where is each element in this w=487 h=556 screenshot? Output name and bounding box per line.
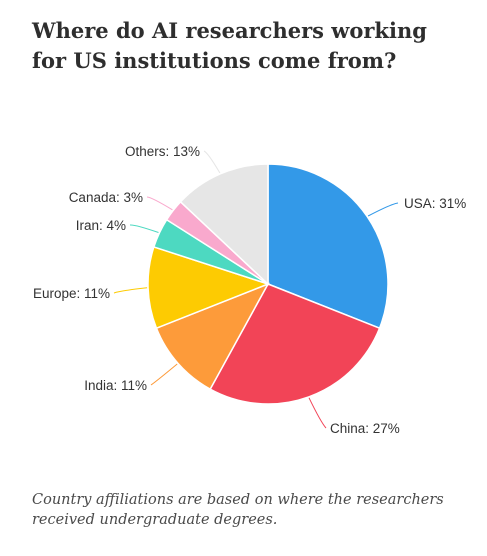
- slice-label-iran: Iran: 4%: [76, 218, 126, 233]
- pie-slices: [147, 163, 389, 405]
- slice-label-others: Others: 13%: [125, 144, 200, 159]
- chart-title: Where do AI researchers working for US i…: [32, 18, 427, 73]
- leader-line-iran: [129, 224, 159, 233]
- slice-label-europe: Europe: 11%: [33, 286, 110, 301]
- leader-line-canada: [146, 196, 173, 211]
- pie-slice-europe: [147, 245, 271, 330]
- pie-slice-india: [155, 282, 270, 391]
- pie-slice-china: [209, 283, 381, 405]
- slice-label-usa: USA: 31%: [404, 196, 466, 211]
- leader-line-china: [308, 397, 327, 429]
- leader-line-europe: [113, 287, 148, 294]
- pie-labels: USA: 31% China: 27% India: 11% Europe: 11% I…: [33, 144, 466, 436]
- slice-label-canada: Canada: 3%: [69, 190, 143, 205]
- pie-slice-others: [179, 163, 269, 286]
- leader-line-usa: [367, 202, 399, 217]
- chart-caption: Country affiliations are based on where …: [32, 492, 444, 528]
- slice-label-china: China: 27%: [330, 421, 400, 436]
- pie-slice-usa: [267, 163, 389, 330]
- leader-line-others: [203, 150, 221, 174]
- leader-line-india: [150, 363, 178, 386]
- pie-leader-lines: [113, 150, 399, 429]
- slice-label-india: India: 11%: [84, 378, 147, 393]
